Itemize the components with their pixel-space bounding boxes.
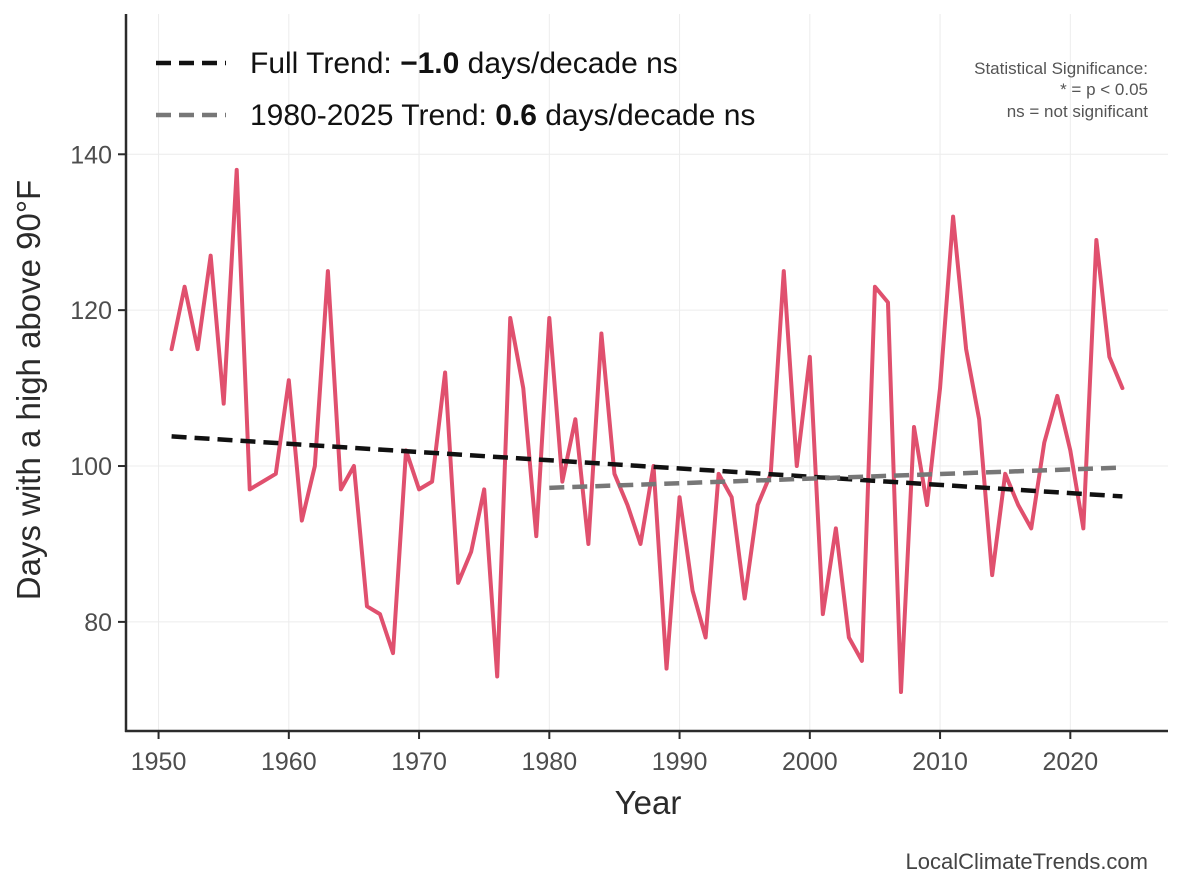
x-tick-label-2010: 2010 xyxy=(912,748,968,776)
legend-recent-value: 0.6 xyxy=(495,99,537,132)
significance-note: Statistical Significance: * = p < 0.05 n… xyxy=(974,59,1148,121)
y-axis-title: Days with a high above 90°F xyxy=(10,180,47,600)
y-tick-label-140: 140 xyxy=(70,141,112,169)
series-observed-line xyxy=(169,167,1125,695)
x-tick-label-1980: 1980 xyxy=(522,748,578,776)
series-layer xyxy=(169,167,1125,695)
y-tick-label-120: 120 xyxy=(70,297,112,325)
x-tick-label-2020: 2020 xyxy=(1043,748,1099,776)
x-tick-label-2000: 2000 xyxy=(782,748,838,776)
legend: Full Trend: −1.0 days/decade ns 1980-202… xyxy=(156,47,755,132)
series-full-trend-line xyxy=(171,434,1123,499)
legend-full-label: Full Trend: −1.0 days/decade ns xyxy=(250,47,678,80)
ticks: 1950 1960 1970 1980 1990 2000 2010 2020 80 100 120… xyxy=(70,141,1098,776)
legend-full-prefix: Full Trend: xyxy=(250,47,400,80)
y-tick-label-100: 100 xyxy=(70,453,112,481)
legend-recent-label: 1980-2025 Trend: 0.6 days/decade ns xyxy=(250,99,755,132)
legend-recent-suffix: days/decade ns xyxy=(537,99,755,132)
significance-line-1: Statistical Significance: xyxy=(974,59,1148,78)
series-recent-trend-line xyxy=(549,465,1123,491)
legend-full-value: −1.0 xyxy=(400,47,459,80)
source-credit: LocalClimateTrends.com xyxy=(906,849,1149,874)
significance-line-3: ns = not significant xyxy=(1007,102,1149,121)
significance-line-2: * = p < 0.05 xyxy=(1060,80,1148,99)
axes xyxy=(124,14,1168,733)
legend-full-suffix: days/decade ns xyxy=(459,47,677,80)
x-tick-label-1970: 1970 xyxy=(391,748,447,776)
x-tick-label-1960: 1960 xyxy=(261,748,317,776)
y-tick-label-80: 80 xyxy=(84,609,112,637)
x-tick-label-1990: 1990 xyxy=(652,748,708,776)
x-axis-title: Year xyxy=(615,784,682,821)
x-tick-label-1950: 1950 xyxy=(131,748,187,776)
legend-recent-prefix: 1980-2025 Trend: xyxy=(250,99,495,132)
